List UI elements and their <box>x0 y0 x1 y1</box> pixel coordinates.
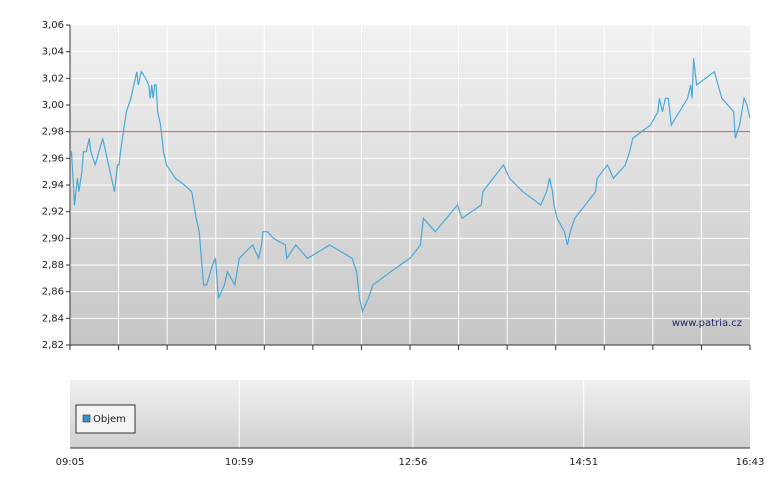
x-tick-label: 14:51 <box>569 457 598 468</box>
legend-swatch <box>82 414 91 423</box>
y-tick-label: 3,00 <box>42 100 64 111</box>
y-tick-label: 2,88 <box>42 260 64 271</box>
x-tick-label: 10:59 <box>225 457 254 468</box>
watermark: www.patria.cz <box>672 318 742 329</box>
x-tick-label: 09:05 <box>56 457 85 468</box>
price-line <box>70 58 751 314</box>
y-tick-label: 2,86 <box>42 287 64 298</box>
y-tick-label: 2,98 <box>42 127 64 138</box>
y-tick-label: 2,82 <box>42 340 64 351</box>
x-tick-label: 12:56 <box>399 457 428 468</box>
y-tick-label: 2,94 <box>42 180 64 191</box>
y-tick-label: 3,06 <box>42 20 64 31</box>
volume-area <box>70 380 750 448</box>
x-tick-label: 16:43 <box>736 457 765 468</box>
y-tick-label: 3,02 <box>42 73 64 84</box>
y-tick-label: 2,90 <box>42 233 64 244</box>
y-tick-label: 3,04 <box>42 47 64 58</box>
y-tick-label: 2,84 <box>42 313 64 324</box>
y-tick-label: 2,96 <box>42 153 64 164</box>
legend-label: Objem <box>93 414 126 425</box>
y-tick-label: 2,92 <box>42 207 64 218</box>
